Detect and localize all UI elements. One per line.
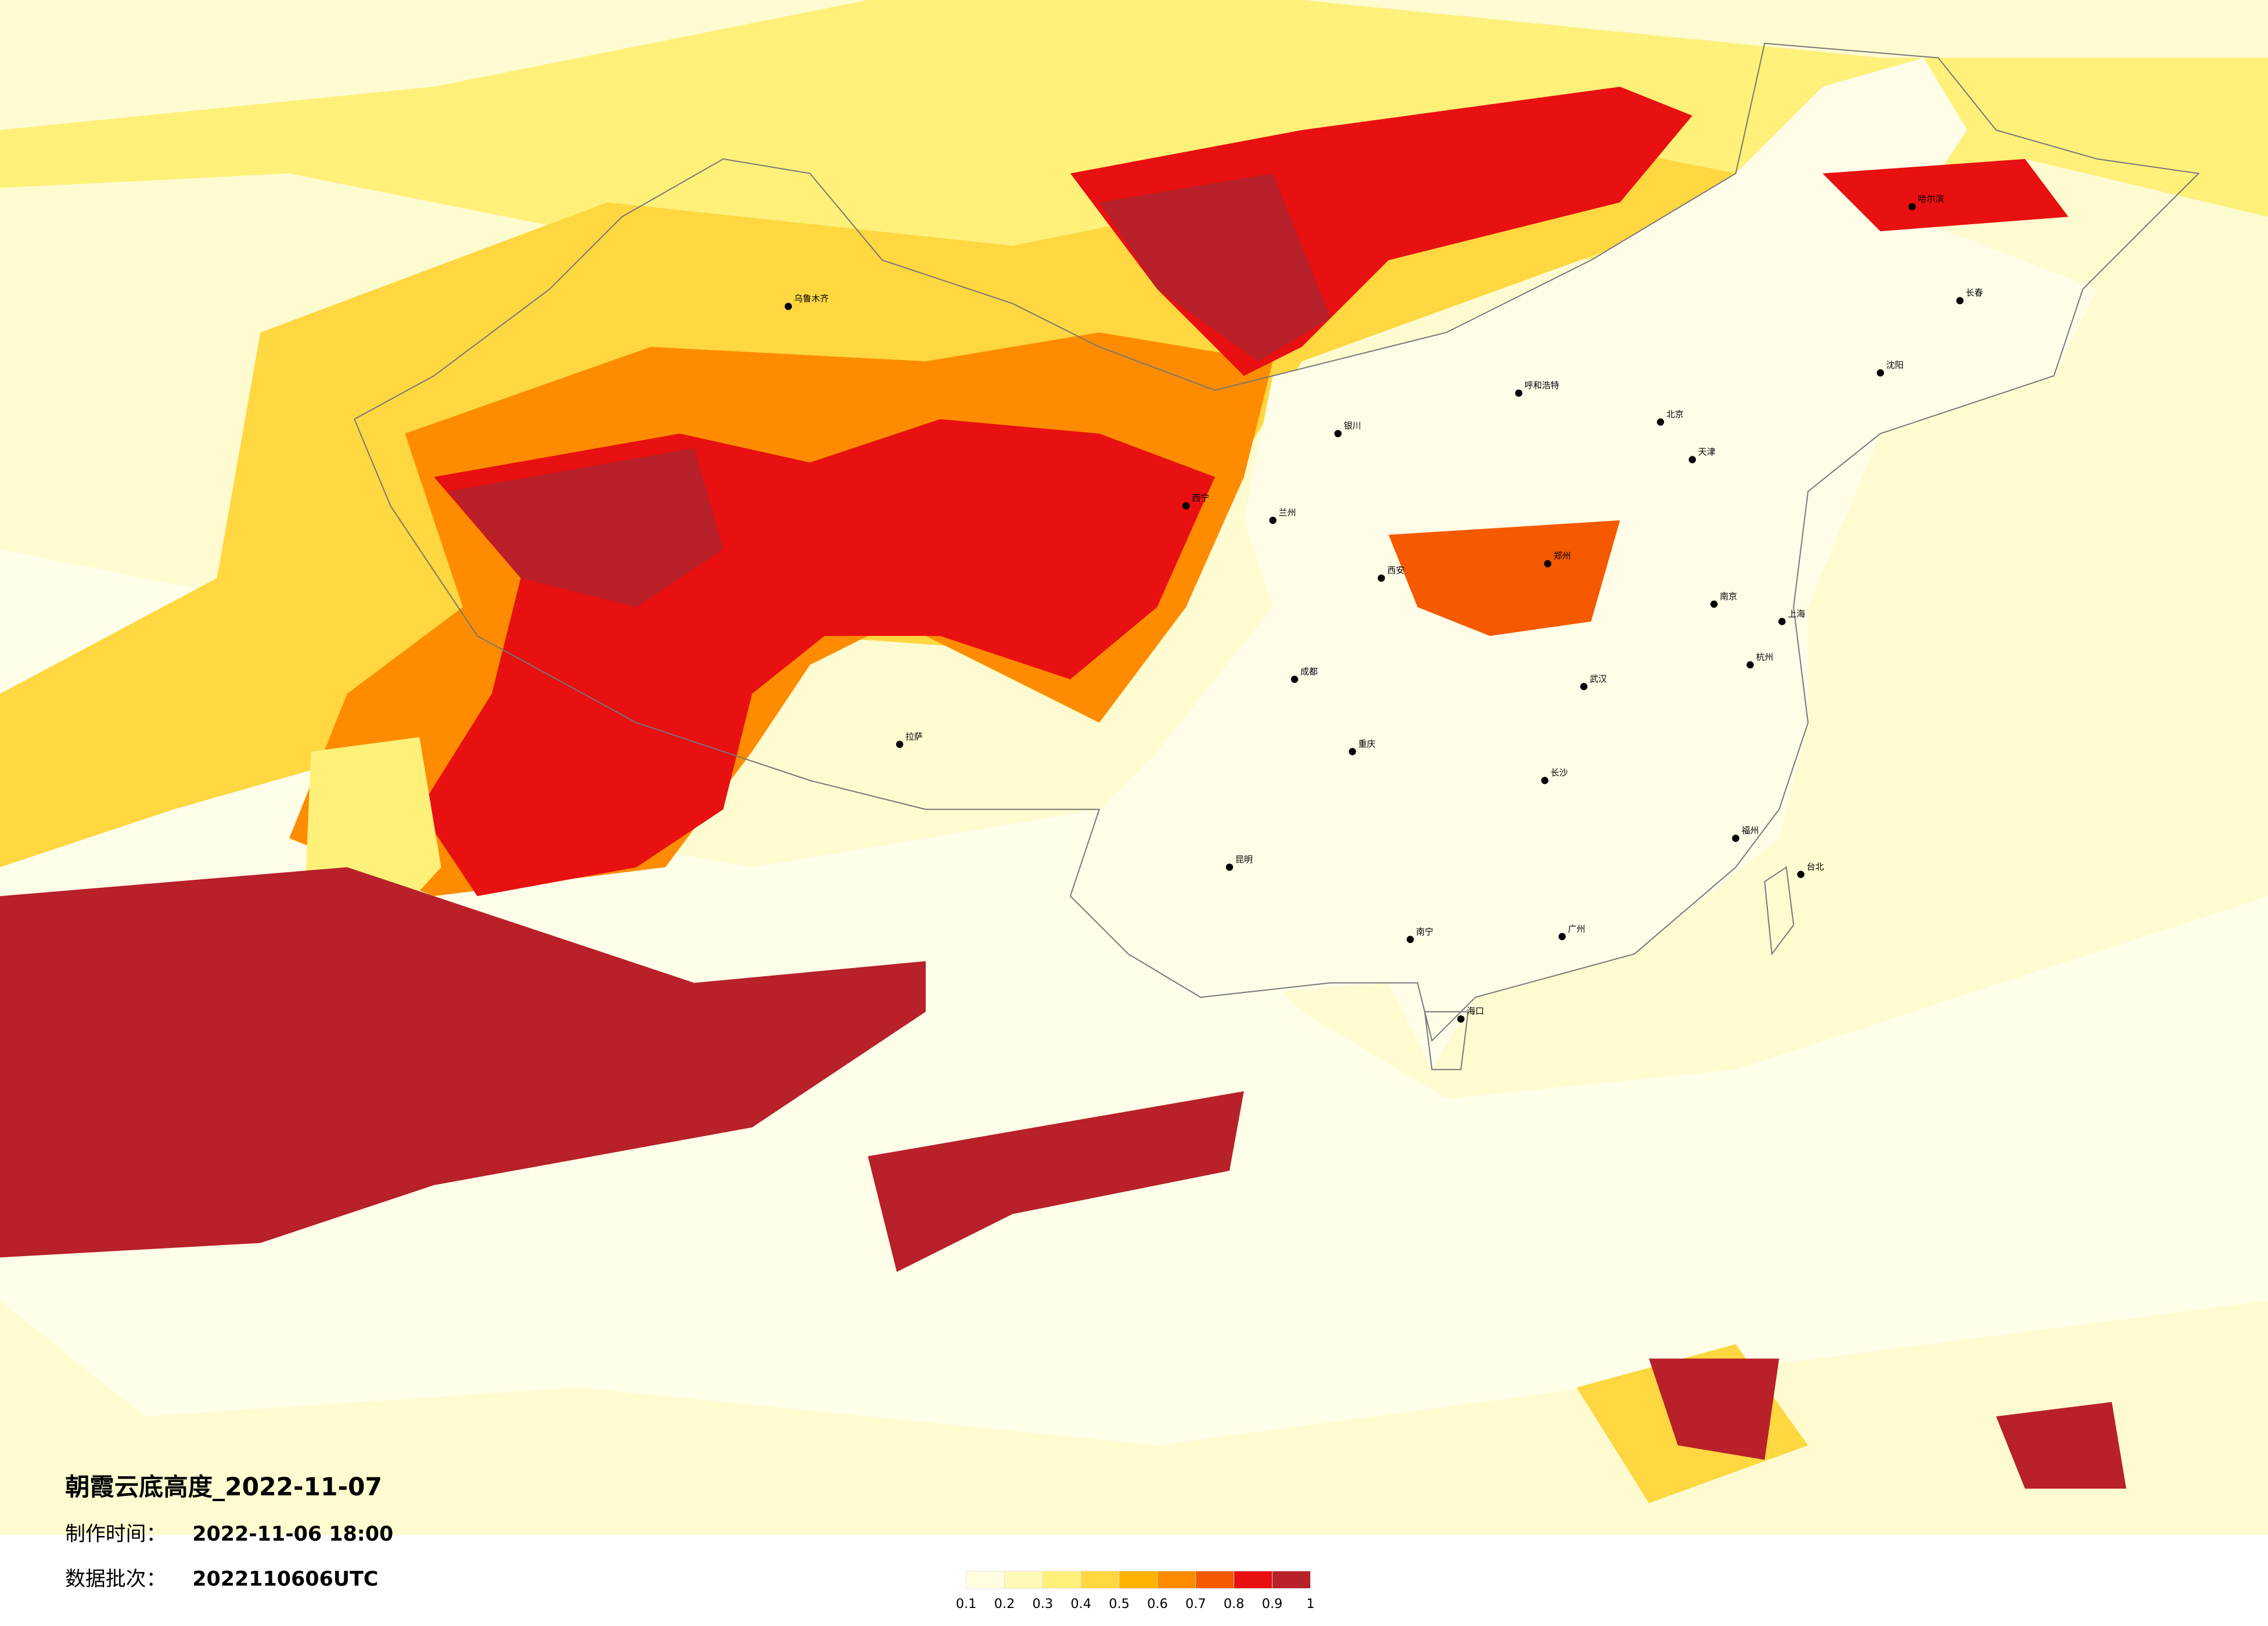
- made-value: 2022-11-06 18:00: [192, 1523, 393, 1546]
- city-label: 上海: [1788, 609, 1805, 619]
- city-label: 兰州: [1279, 508, 1296, 518]
- city-label: 乌鲁木齐: [794, 293, 829, 304]
- colorbar-cell: [1004, 1571, 1043, 1589]
- city-label: 银川: [1344, 420, 1361, 431]
- colorbar-cell: [1042, 1571, 1081, 1589]
- city-dot: [1656, 418, 1665, 426]
- city-dot: [1349, 748, 1356, 756]
- city-dot: [1378, 574, 1385, 582]
- city-dot: [896, 740, 904, 748]
- city-label: 广州: [1568, 923, 1586, 934]
- raster: [0, 0, 2268, 1535]
- city-label: 郑州: [1554, 551, 1571, 561]
- city-label: 拉萨: [905, 731, 923, 742]
- city-dot: [1457, 1015, 1465, 1023]
- colorbar: 0.1 0.2 0.3 0.4 0.5 0.6 0.7 0.8 0.9 1: [956, 1571, 1314, 1611]
- city-dot: [1797, 870, 1805, 878]
- city-dot: [1732, 834, 1739, 842]
- city-label: 海口: [1467, 1006, 1484, 1016]
- city-dot: [1291, 675, 1299, 683]
- city-label: 西安: [1387, 565, 1404, 575]
- city-dot: [1515, 389, 1523, 397]
- city-label: 台北: [1807, 861, 1824, 872]
- city-label: 杭州: [1756, 652, 1773, 662]
- city-dot: [1908, 203, 1916, 211]
- colorbar-tick-label: 0.8: [1224, 1596, 1245, 1611]
- colorbar-tick-label: 0.7: [1185, 1596, 1206, 1611]
- city-dot: [1580, 683, 1588, 690]
- city-dot: [1558, 933, 1566, 941]
- title: 朝霞云底高度_2022-11-07: [65, 1473, 382, 1501]
- colorbar-tick-label: 1: [1306, 1596, 1314, 1611]
- city-dot: [1746, 661, 1754, 669]
- batch-value: 2022110606UTC: [192, 1567, 378, 1591]
- city-label: 重庆: [1358, 739, 1376, 749]
- colorbar-tick-label: 0.2: [994, 1596, 1015, 1611]
- colorbar-cell: [1234, 1571, 1273, 1589]
- city-label: 北京: [1666, 409, 1684, 419]
- city-dot: [1269, 516, 1277, 524]
- city-label: 哈尔滨: [1918, 193, 1944, 204]
- city-dot: [1710, 600, 1718, 608]
- colorbar-cell: [1119, 1571, 1158, 1589]
- city-label: 武汉: [1590, 674, 1607, 684]
- city-label: 福州: [1741, 825, 1759, 836]
- city-dot: [1541, 776, 1549, 785]
- city-label: 天津: [1698, 447, 1716, 457]
- city-label: 沈阳: [1886, 360, 1904, 370]
- batch-label: 数据批次：: [65, 1567, 166, 1591]
- city-label: 长春: [1965, 287, 1983, 298]
- city-dot: [1334, 430, 1342, 437]
- colorbar-tick-label: 0.9: [1262, 1596, 1283, 1611]
- city-label: 呼和浩特: [1525, 380, 1559, 391]
- city-label: 西宁: [1192, 493, 1209, 503]
- colorbar-tick-label: 0.5: [1109, 1596, 1130, 1611]
- city-label: 南京: [1720, 591, 1737, 602]
- made-label: 制作时间：: [65, 1523, 166, 1546]
- city-dot: [1778, 618, 1786, 625]
- colorbar-tick-label: 0.6: [1147, 1596, 1168, 1611]
- colorbar-cell: [1157, 1571, 1196, 1589]
- city-dot: [1956, 297, 1964, 304]
- city-label: 昆明: [1235, 854, 1253, 865]
- city-label: 成都: [1300, 666, 1318, 677]
- city-dot: [1225, 864, 1234, 871]
- colorbar-cell: [1195, 1571, 1234, 1589]
- colorbar-cell: [966, 1571, 1005, 1589]
- city-dot: [1406, 936, 1414, 943]
- city-dot: [1544, 560, 1551, 567]
- colorbar-tick-label: 0.1: [956, 1596, 977, 1611]
- city-dot: [785, 303, 792, 310]
- city-label: 长沙: [1551, 768, 1568, 778]
- colorbar-tick-label: 0.4: [1070, 1596, 1091, 1611]
- colorbar-cell: [1080, 1571, 1120, 1589]
- colorbar-cell: [1272, 1571, 1311, 1589]
- borders: [354, 42, 2200, 1070]
- colorbar-tick-label: 0.3: [1033, 1596, 1054, 1611]
- city-dot: [1688, 456, 1696, 463]
- city-label: 南宁: [1416, 926, 1433, 937]
- city-dot: [1182, 502, 1190, 510]
- city-dot: [1877, 369, 1884, 377]
